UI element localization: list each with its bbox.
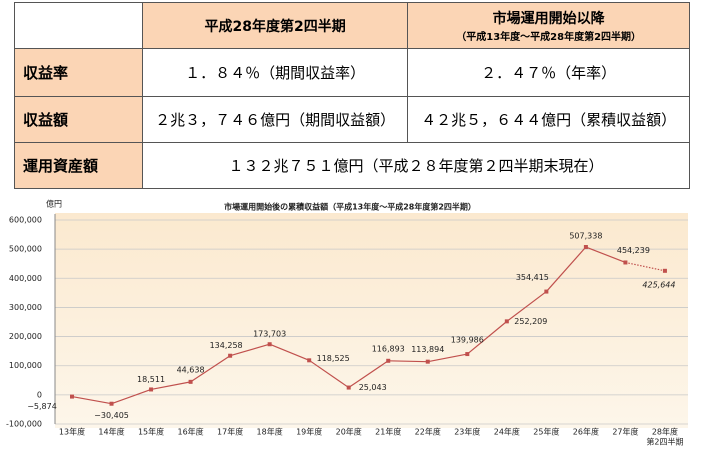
- y-tick-label: 200,000: [9, 332, 42, 341]
- x-tick-label: 13年度: [59, 427, 85, 437]
- line-segment: [111, 388, 152, 405]
- cell: １３２兆７５１億円（平成２８年度第２四半期末現在）: [142, 142, 690, 189]
- line-segment: [229, 343, 270, 357]
- header-row: 平成28年度第2四半期 市場運用開始以降 （平成13年度～平成28年度第2四半期）: [14, 2, 690, 49]
- x-tick-label: 19年度: [296, 427, 322, 437]
- y-tick-label: -100,000: [6, 420, 42, 429]
- x-tick-label: 25年度: [533, 427, 559, 437]
- header-cell: 平成28年度第2四半期: [141, 2, 409, 49]
- x-tick-label: 24年度: [494, 427, 520, 437]
- value-label: 134,258: [210, 341, 243, 350]
- point: [425, 359, 430, 364]
- value-label: 139,986: [451, 336, 484, 345]
- line-segment: [545, 246, 587, 292]
- y-tick-label: 600,000: [9, 216, 42, 225]
- value-label: 354,415: [516, 273, 549, 282]
- header-text: 市場運用開始以降: [492, 11, 605, 27]
- value-label: 113,894: [411, 345, 444, 354]
- x-tick-label: 17年度: [217, 427, 243, 437]
- line-segment: [427, 353, 468, 363]
- header-text: 平成28年度第2四半期: [204, 18, 346, 35]
- corner: [14, 2, 143, 49]
- point: [544, 289, 549, 294]
- x-tick-label: 20年度: [336, 427, 362, 437]
- row: 運用資産額 １３２兆７５１億円（平成２８年度第２四半期末現在）: [14, 142, 690, 189]
- y-tick-label: 0: [37, 390, 42, 399]
- x-tick-label: 28年度: [652, 427, 678, 437]
- row-label: 収益率: [14, 48, 143, 97]
- point: [307, 358, 312, 363]
- x-tick-label: 21年度: [375, 427, 401, 437]
- y-tick-label: 100,000: [9, 361, 42, 370]
- line-segment: [269, 343, 310, 361]
- row: 収益額 ２兆３，７４６億円（期間収益額） ４２兆５，６４４億円（累積収益額）: [14, 96, 690, 143]
- row: 収益率 １．８４％（期間収益率） ２．４７％（年率）: [14, 48, 690, 97]
- x-tick-label: 14年度: [98, 427, 124, 437]
- line-segment: [585, 246, 626, 264]
- y-unit: 億円: [46, 199, 62, 209]
- cell: ４２兆５，６４４億円（累積収益額）: [407, 96, 690, 143]
- point: [504, 319, 509, 324]
- value-label: 25,043: [359, 383, 387, 392]
- line-segment: [190, 355, 231, 383]
- cell: ２兆３，７４６億円（期間収益額）: [141, 96, 409, 143]
- value-label: −5,874: [27, 402, 57, 411]
- y-tick-label: 300,000: [9, 303, 42, 312]
- point: [465, 352, 470, 357]
- line-segment: [71, 395, 112, 405]
- point: [188, 379, 193, 384]
- value-label: 116,893: [372, 344, 405, 353]
- point: [70, 394, 74, 399]
- x-tick-label: 22年度: [415, 427, 441, 437]
- x-tick-note: 第2四半期: [646, 437, 683, 447]
- y-tick-label: 400,000: [9, 274, 42, 283]
- y-tick-label: 500,000: [9, 245, 42, 254]
- x-tick-label: 18年度: [257, 427, 283, 437]
- x-tick-label: 15年度: [138, 427, 164, 437]
- point: [386, 358, 391, 363]
- value-label: 454,239: [617, 246, 650, 255]
- row-label: 運用資産額: [14, 142, 143, 189]
- x-tick-label: 27年度: [612, 427, 638, 437]
- chart-title: 市場運用開始後の累積収益額（平成13年度～平成28年度第2四半期）: [224, 202, 476, 212]
- line-segment: [348, 360, 389, 389]
- value-label: 507,338: [569, 232, 602, 241]
- value-label: 18,511: [137, 375, 165, 384]
- point: [623, 260, 628, 265]
- point: [109, 401, 114, 406]
- point: [149, 387, 154, 392]
- cell: １．８４％（期間収益率）: [141, 48, 409, 97]
- x-tick-label: 23年度: [454, 427, 480, 437]
- point: [662, 268, 667, 273]
- value-label: 44,638: [177, 365, 205, 374]
- line-segment: [308, 359, 350, 389]
- value-label: 425,644: [642, 280, 675, 289]
- point: [346, 385, 351, 390]
- summary-table: 平成28年度第2四半期 市場運用開始以降 （平成13年度～平成28年度第2四半期）…: [14, 2, 690, 189]
- line-segment: [388, 360, 428, 363]
- point: [228, 353, 233, 358]
- line-segment: [625, 261, 666, 272]
- plot-background: [55, 213, 688, 428]
- chart: 億円 市場運用開始後の累積収益額（平成13年度～平成28年度第2四半期） -10…: [6, 199, 688, 447]
- value-label: 118,525: [317, 354, 350, 363]
- line-segment: [466, 320, 508, 355]
- value-label: 252,209: [514, 317, 547, 326]
- point: [267, 342, 272, 347]
- value-label: −30,405: [94, 411, 129, 420]
- x-tick-label: 26年度: [573, 427, 599, 437]
- line-segment: [506, 291, 547, 322]
- header-subtext: （平成13年度～平成28年度第2四半期）: [456, 32, 642, 43]
- row-label: 収益額: [14, 96, 143, 143]
- header-cell: 市場運用開始以降 （平成13年度～平成28年度第2四半期）: [407, 2, 690, 49]
- line-segment: [150, 381, 191, 391]
- value-label: 173,703: [253, 330, 286, 339]
- cell: ２．４７％（年率）: [407, 48, 690, 97]
- x-tick-label: 16年度: [177, 427, 203, 437]
- point: [583, 245, 588, 250]
